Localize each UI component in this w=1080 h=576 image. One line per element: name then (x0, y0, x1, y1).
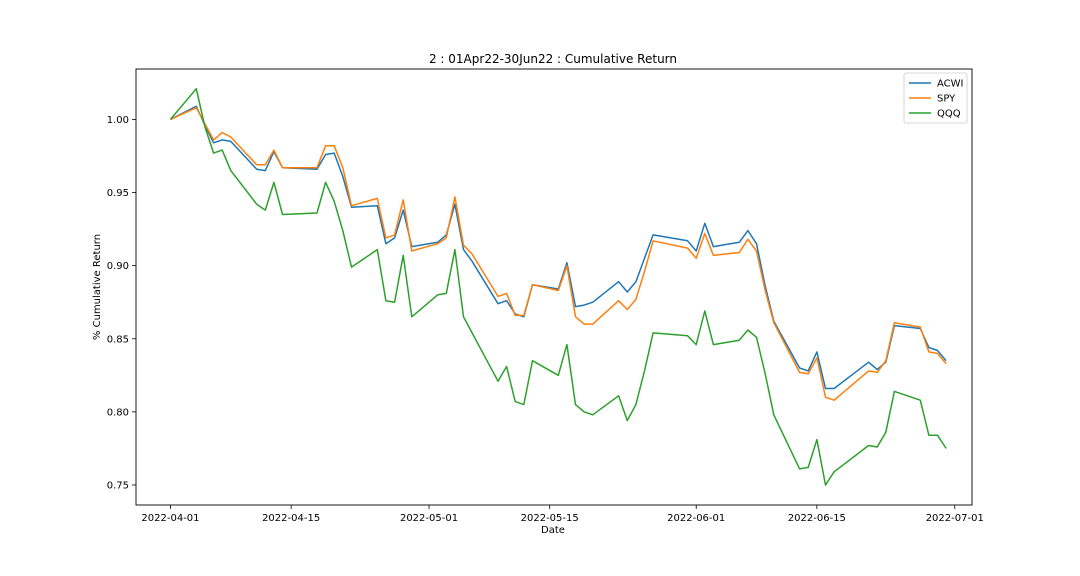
legend-box (903, 72, 968, 124)
x-tick-label: 2022-06-01 (667, 513, 725, 524)
y-tick-label: 0.90 (107, 261, 129, 272)
y-axis-title: % Cumulative Return (92, 234, 103, 340)
legend-label-acwi: ACWI (937, 79, 963, 90)
chart-title: 2 : 01Apr22-30Jun22 : Cumulative Return (429, 52, 677, 66)
y-tick-label: 0.80 (107, 407, 129, 418)
x-tick-label: 2022-05-15 (521, 513, 579, 524)
y-tick-label: 0.85 (107, 334, 129, 345)
legend-label-qqq: QQQ (937, 109, 961, 120)
x-tick-label: 2022-06-15 (788, 513, 846, 524)
series-line-spy (170, 106, 947, 401)
plot-frame (135, 68, 973, 506)
x-tick-label: 2022-05-01 (400, 513, 458, 524)
x-axis: 2022-04-01 2022-04-15 2022-05-01 2022-05-15… (141, 505, 984, 524)
y-tick-label: 0.95 (107, 188, 129, 199)
y-tick-label: 1.00 (107, 115, 129, 126)
series-line-qqq (169, 87, 947, 486)
series-layer (169, 87, 947, 486)
y-axis: 0.75 0.80 0.85 0.90 0.95 1.00 (107, 115, 136, 491)
x-tick-label: 2022-07-01 (926, 513, 984, 524)
legend-label-spy: SPY (937, 94, 956, 105)
x-tick-label: 2022-04-01 (141, 513, 199, 524)
legend: ACWI SPY QQQ (903, 72, 968, 124)
x-tick-label: 2022-04-15 (262, 513, 320, 524)
x-axis-title: Date (541, 525, 565, 536)
y-tick-label: 0.75 (107, 480, 129, 491)
